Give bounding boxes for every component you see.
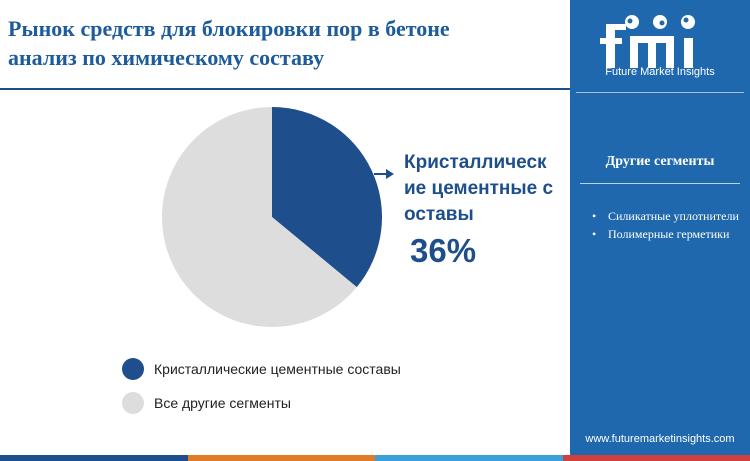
- legend-swatch-dark-blue: [122, 358, 144, 380]
- title-line-1: Рынок средств для блокировки пор в бетон…: [8, 16, 450, 41]
- accent-segment-blue: [0, 455, 188, 461]
- page-title: Рынок средств для блокировки пор в бетон…: [8, 14, 548, 72]
- fmi-logo: [600, 15, 695, 68]
- title-line-2: анализ по химическому составу: [8, 45, 325, 70]
- callout-label: Кристаллические цементные составы: [404, 152, 554, 225]
- accent-bar: [0, 455, 750, 461]
- legend-item-crystalline: Кристаллические цементные составы: [122, 356, 401, 382]
- sidebar-divider: [580, 183, 740, 184]
- legend-swatch-grey: [122, 392, 144, 414]
- sidebar: Future Market Insights Другие сегменты С…: [570, 0, 750, 455]
- sidebar-divider-top: [576, 92, 744, 93]
- website-url: www.futuremarketinsights.com: [585, 433, 735, 445]
- accent-segment-orange: [187, 455, 375, 461]
- callout-percentage: 36%: [410, 232, 477, 269]
- legend-label: Кристаллические цементные составы: [154, 361, 401, 377]
- segment-list: Силикатные уплотнители Полимерные гермет…: [592, 208, 742, 244]
- accent-segment-light-blue: [375, 455, 563, 461]
- pie-chart: [162, 107, 394, 327]
- callout-arrow-head: [386, 169, 394, 179]
- legend-label: Все другие сегменты: [154, 395, 291, 411]
- legend-item-other: Все другие сегменты: [122, 390, 401, 416]
- segment-item: Полимерные герметики: [592, 226, 742, 243]
- chart-legend: Кристаллические цементные составы Все др…: [122, 356, 401, 424]
- accent-segment-red: [562, 455, 750, 461]
- segment-item: Силикатные уплотнители: [592, 208, 742, 225]
- pie-slice-0: [272, 107, 383, 288]
- title-divider: [0, 88, 570, 90]
- pie-slice-1: [162, 107, 357, 327]
- sidebar-heading: Другие сегменты: [605, 154, 715, 169]
- logo-text: Future Market Insights: [605, 66, 715, 78]
